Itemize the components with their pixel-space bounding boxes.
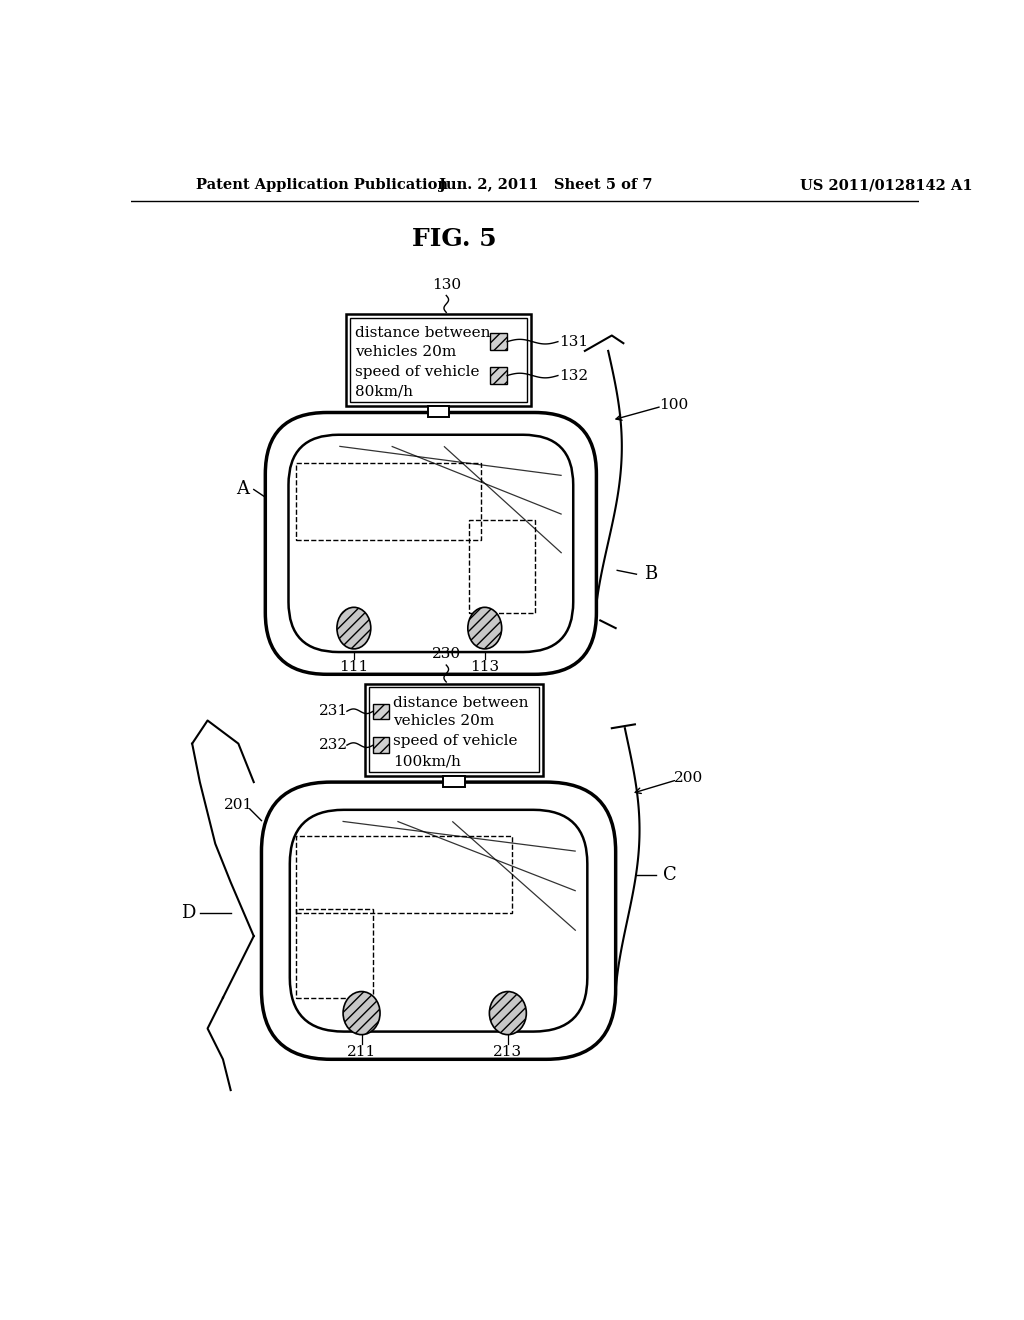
FancyBboxPatch shape bbox=[261, 781, 615, 1059]
Text: B: B bbox=[644, 565, 657, 583]
Bar bbox=[370, 688, 539, 772]
Bar bbox=[469, 520, 535, 612]
Text: 131: 131 bbox=[559, 335, 588, 348]
Text: speed of vehicle: speed of vehicle bbox=[355, 364, 480, 379]
Text: 200: 200 bbox=[674, 771, 703, 785]
Bar bbox=[296, 836, 512, 913]
Text: 132: 132 bbox=[559, 368, 588, 383]
Text: C: C bbox=[663, 866, 677, 883]
Ellipse shape bbox=[337, 607, 371, 649]
FancyBboxPatch shape bbox=[289, 434, 573, 652]
Text: 80km/h: 80km/h bbox=[355, 385, 414, 399]
Text: A: A bbox=[236, 480, 249, 499]
Bar bbox=[373, 738, 388, 752]
Text: 231: 231 bbox=[318, 705, 347, 718]
Bar bbox=[366, 684, 543, 776]
Text: distance between: distance between bbox=[355, 326, 490, 341]
Text: Patent Application Publication: Patent Application Publication bbox=[196, 178, 449, 193]
Bar bbox=[296, 909, 373, 998]
Text: 113: 113 bbox=[470, 660, 500, 673]
Text: 213: 213 bbox=[494, 1044, 522, 1059]
Text: vehicles 20m: vehicles 20m bbox=[393, 714, 495, 729]
Text: FIG. 5: FIG. 5 bbox=[412, 227, 497, 251]
Text: 201: 201 bbox=[223, 799, 253, 812]
FancyBboxPatch shape bbox=[290, 810, 588, 1032]
Bar bbox=[443, 776, 465, 787]
Bar bbox=[350, 318, 527, 403]
Bar bbox=[346, 314, 531, 407]
Text: distance between: distance between bbox=[393, 696, 528, 710]
Bar bbox=[373, 704, 388, 719]
Text: 211: 211 bbox=[347, 1044, 376, 1059]
Text: Jun. 2, 2011   Sheet 5 of 7: Jun. 2, 2011 Sheet 5 of 7 bbox=[438, 178, 652, 193]
Text: D: D bbox=[181, 904, 196, 921]
Bar bbox=[490, 367, 507, 384]
Bar bbox=[490, 333, 507, 350]
Bar bbox=[296, 462, 481, 540]
Text: 100km/h: 100km/h bbox=[393, 755, 461, 768]
Text: speed of vehicle: speed of vehicle bbox=[393, 734, 517, 748]
Text: 130: 130 bbox=[432, 277, 461, 292]
FancyBboxPatch shape bbox=[265, 412, 596, 675]
Ellipse shape bbox=[489, 991, 526, 1035]
Ellipse shape bbox=[468, 607, 502, 649]
Text: 111: 111 bbox=[339, 660, 369, 673]
Text: 230: 230 bbox=[432, 647, 461, 661]
Text: vehicles 20m: vehicles 20m bbox=[355, 345, 457, 359]
Text: 100: 100 bbox=[658, 397, 688, 412]
Ellipse shape bbox=[343, 991, 380, 1035]
Text: 232: 232 bbox=[318, 738, 347, 752]
Text: US 2011/0128142 A1: US 2011/0128142 A1 bbox=[801, 178, 973, 193]
Bar bbox=[428, 407, 450, 417]
